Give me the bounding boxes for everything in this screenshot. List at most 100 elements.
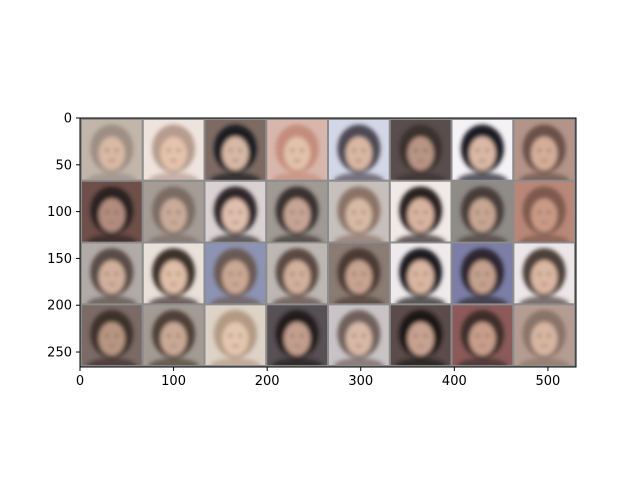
face-tile — [514, 243, 575, 304]
axes-frame — [79, 117, 577, 368]
tile-face — [98, 198, 125, 232]
tile-face — [345, 198, 373, 232]
tile-shoulders — [210, 234, 261, 242]
tile-shoulders — [395, 172, 446, 180]
tile-eye-right — [423, 334, 427, 338]
tile-eye-left — [352, 148, 356, 152]
tile-shoulders — [457, 234, 508, 242]
face-tile — [328, 119, 389, 180]
tile-face — [531, 198, 558, 232]
face-tile — [143, 181, 204, 242]
tile-shoulders — [519, 172, 570, 180]
tile-eye-left — [229, 334, 233, 338]
tile-mouth — [540, 344, 548, 348]
face-tile — [390, 243, 451, 304]
tile-face — [345, 260, 373, 294]
tile-shoulders — [148, 357, 199, 366]
face-tile — [205, 181, 266, 242]
tile-eye-left — [167, 272, 171, 276]
tile-shoulders — [519, 234, 570, 242]
tile-shoulders — [333, 172, 384, 180]
tile-eye-left — [167, 148, 171, 152]
tile-eye-right — [238, 272, 242, 276]
tile-eye-left — [229, 272, 233, 276]
tile-face — [98, 260, 125, 294]
tile-shoulders — [395, 296, 446, 304]
tile-face — [160, 260, 187, 294]
tile-face — [407, 260, 434, 294]
tile-eye-left — [167, 334, 171, 338]
tile-face — [222, 136, 249, 171]
tile-eye-right — [115, 334, 119, 338]
tile-mouth — [540, 221, 548, 224]
face-tile — [328, 181, 389, 242]
tile-eye-right — [176, 210, 180, 214]
tile-face — [345, 321, 373, 356]
tile-mouth — [108, 159, 116, 162]
y-tick-label: 50 — [55, 158, 72, 173]
tile-face — [407, 198, 434, 232]
tile-mouth — [417, 344, 425, 348]
tile-eye-left — [167, 210, 171, 214]
tile-eye-right — [362, 210, 366, 214]
face-tile — [328, 305, 389, 366]
tile-mouth — [417, 159, 425, 162]
tile-shoulders — [210, 172, 261, 180]
tile-shoulders — [395, 234, 446, 242]
face-tile — [143, 243, 204, 304]
tile-mouth — [169, 221, 178, 224]
tile-mouth — [355, 282, 363, 286]
tile-face — [469, 260, 496, 294]
x-tick-label: 400 — [442, 374, 467, 389]
x-tick-label: 200 — [255, 374, 280, 389]
tile-eye-right — [300, 334, 304, 338]
x-tick-label: 300 — [348, 374, 373, 389]
tile-mouth — [231, 344, 239, 348]
tile-eye-right — [300, 148, 304, 152]
tile-face — [98, 321, 125, 356]
tile-mouth — [478, 221, 487, 224]
tile-mouth — [355, 344, 363, 348]
tile-shoulders — [148, 234, 199, 242]
tile-eye-left — [414, 210, 418, 214]
tile-eye-right — [176, 148, 180, 152]
tile-mouth — [169, 159, 178, 162]
tile-face — [160, 198, 187, 232]
tile-eye-right — [238, 210, 242, 214]
tile-eye-right — [115, 148, 119, 152]
tile-face — [222, 260, 249, 294]
face-tile — [267, 243, 328, 304]
tile-eye-left — [229, 148, 233, 152]
y-tick-label: 250 — [47, 346, 72, 361]
face-tile — [205, 119, 266, 180]
tile-eye-right — [423, 272, 427, 276]
tile-eye-left — [537, 334, 541, 338]
tile-mouth — [355, 159, 363, 162]
tile-face — [283, 136, 311, 171]
face-tile — [390, 181, 451, 242]
tile-mouth — [293, 159, 301, 162]
tile-face — [407, 136, 434, 171]
tile-eye-left — [537, 272, 541, 276]
tile-face — [283, 198, 311, 232]
tile-face — [98, 136, 125, 171]
image-grid — [80, 118, 576, 367]
tile-eye-left — [105, 334, 109, 338]
tile-eye-right — [485, 334, 489, 338]
tile-mouth — [169, 282, 178, 286]
tile-face — [222, 198, 249, 232]
face-tile — [452, 305, 513, 366]
tile-face — [160, 321, 187, 356]
face-tile — [267, 119, 328, 180]
tile-face — [531, 136, 558, 171]
tile-eye-right — [362, 272, 366, 276]
face-tile — [143, 119, 204, 180]
face-tile — [328, 243, 389, 304]
face-tile — [81, 243, 142, 304]
y-tick-label: 100 — [47, 205, 72, 220]
tile-shoulders — [457, 172, 508, 180]
tile-mouth — [108, 221, 116, 224]
tile-eye-left — [352, 334, 356, 338]
tile-eye-right — [423, 148, 427, 152]
tile-shoulders — [272, 357, 323, 366]
